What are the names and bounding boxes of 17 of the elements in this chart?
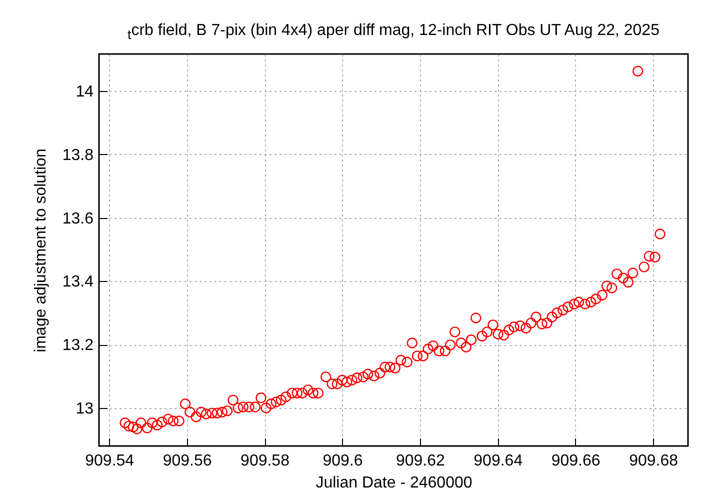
x-tick-label: 909.54 xyxy=(85,452,134,470)
y-tick-label: 13 xyxy=(76,400,94,418)
y-tick-label: 13.4 xyxy=(62,274,94,291)
y-tick-label: 13.2 xyxy=(62,337,94,354)
chart-title: $_{t}$crb field, B 7-pix (bin 4x4) aper diff mag, 12-inch RIT Obs UT Aug 22, 2025 xyxy=(126,22,660,42)
y-tick-label: 13.8 xyxy=(62,146,94,164)
y-tick-label: 14 xyxy=(76,84,94,101)
x-tick-label: 909.56 xyxy=(162,452,212,470)
x-tick-label: 909.64 xyxy=(474,452,523,470)
x-tick-label: 909.58 xyxy=(240,452,290,470)
y-tick-label: 13.6 xyxy=(62,210,94,228)
x-axis-title: Julian Date - 2460000 xyxy=(316,474,472,492)
x-tick-label: 909.68 xyxy=(629,452,678,470)
x-tick-label: 909.66 xyxy=(551,452,600,470)
x-tick-label: 909.6 xyxy=(322,452,363,470)
y-axis-title: image adjustment to solution xyxy=(32,148,50,352)
x-tick-label: 909.62 xyxy=(396,452,445,470)
